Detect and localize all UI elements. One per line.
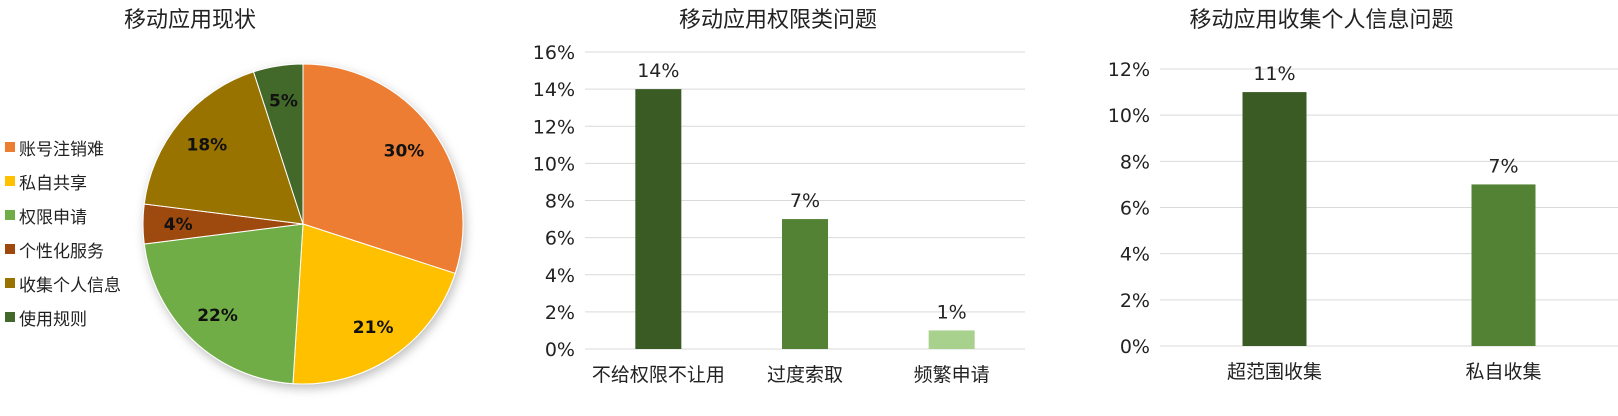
pie-data-label: 5% — [269, 92, 298, 112]
legend-swatch — [5, 176, 15, 186]
legend-label: 权限申请 — [19, 207, 87, 228]
legend-label: 个性化服务 — [19, 241, 104, 262]
legend-swatch — [5, 210, 15, 220]
y-tick-label: 2% — [545, 302, 575, 324]
bar-data-label: 11% — [1253, 63, 1295, 85]
pie-slice — [143, 223, 304, 385]
y-tick-label: 4% — [1120, 244, 1150, 266]
y-tick-label: 14% — [533, 79, 575, 101]
legend-swatch — [5, 142, 15, 152]
bar — [635, 89, 682, 349]
pie-slice — [143, 71, 304, 225]
bar — [782, 219, 828, 349]
collection-bar-chart-panel: 移动应用收集个人信息问题 0% 2% 4% 6% 8% 10% 12% 11% 超范围收集 7% 私… — [1075, 0, 1618, 416]
permission-bar-chart-panel: 移动应用权限类问题 0% 2% 4% 6% 8% 10% 12% 14% 16% 14% 不给权限不… — [500, 0, 1060, 416]
bar — [1471, 184, 1536, 346]
y-tick-label: 0% — [1120, 336, 1150, 358]
y-tick-label: 16% — [533, 42, 575, 64]
pie-data-label: 4% — [164, 215, 193, 235]
pie-data-label: 22% — [197, 306, 238, 326]
x-tick-label: 私自收集 — [1465, 361, 1541, 383]
chart-title: 移动应用权限类问题 — [678, 8, 877, 33]
y-tick-label: 12% — [1108, 59, 1150, 81]
bar — [928, 330, 975, 349]
chart-title: 移动应用收集个人信息问题 — [1189, 8, 1454, 33]
legend-label: 收集个人信息 — [19, 275, 121, 296]
chart-title: 移动应用现状 — [123, 8, 256, 33]
collection-bar-chart: 0% 2% 4% 6% 8% 10% 12% 11% 超范围收集 7% 私自收集 — [1108, 59, 1618, 383]
legend-swatch — [5, 278, 15, 288]
legend-item: 私自共享 — [5, 164, 121, 198]
bar-data-label: 1% — [937, 301, 967, 323]
pie-chart: 30% 21% 22% 4% 18% 5% — [142, 63, 464, 385]
pie-chart-panel: 移动应用现状 30% 21% 22% 4% 18% 5% 账号注销难私自共享权限申请个性化… — [0, 0, 490, 416]
legend-item: 账号注销难 — [5, 130, 121, 164]
y-tick-label: 6% — [1120, 198, 1150, 220]
legend-swatch — [5, 312, 15, 322]
legend-label: 使用规则 — [19, 309, 87, 330]
permission-bar-chart: 0% 2% 4% 6% 8% 10% 12% 14% 16% 14% 不给权限不让用 7% 过度索取 1%… — [533, 42, 1025, 386]
legend-item: 使用规则 — [5, 300, 121, 334]
bar-data-label: 14% — [637, 60, 679, 82]
pie-data-label: 21% — [353, 318, 394, 338]
y-tick-label: 2% — [1120, 290, 1150, 312]
y-tick-label: 10% — [1108, 105, 1150, 127]
y-tick-label: 8% — [545, 191, 575, 213]
bar — [1242, 92, 1307, 346]
x-tick-label: 超范围收集 — [1227, 361, 1322, 383]
pie-data-label: 18% — [186, 135, 227, 155]
y-tick-label: 6% — [545, 228, 575, 250]
legend-item: 收集个人信息 — [5, 266, 121, 300]
x-tick-label: 不给权限不让用 — [592, 364, 725, 386]
legend-swatch — [5, 244, 15, 254]
y-tick-label: 12% — [533, 116, 575, 138]
bar-data-label: 7% — [790, 190, 820, 212]
pie-slice — [252, 63, 304, 225]
pie-legend: 账号注销难私自共享权限申请个性化服务收集个人信息 使用规则 — [5, 130, 121, 334]
y-tick-label: 0% — [545, 339, 575, 361]
legend-label: 账号注销难 — [19, 139, 104, 160]
y-tick-label: 4% — [545, 265, 575, 287]
y-tick-label: 10% — [533, 153, 575, 175]
x-tick-label: 频繁申请 — [914, 364, 990, 386]
legend-item: 权限申请 — [5, 198, 121, 232]
legend-label: 私自共享 — [19, 173, 87, 194]
legend-item: 个性化服务 — [5, 232, 121, 266]
pie-data-label: 30% — [384, 142, 425, 162]
pie-slice — [302, 63, 464, 275]
x-tick-label: 过度索取 — [767, 364, 843, 386]
pie-slice — [292, 223, 456, 385]
y-tick-label: 8% — [1120, 151, 1150, 173]
bar-data-label: 7% — [1488, 155, 1518, 177]
